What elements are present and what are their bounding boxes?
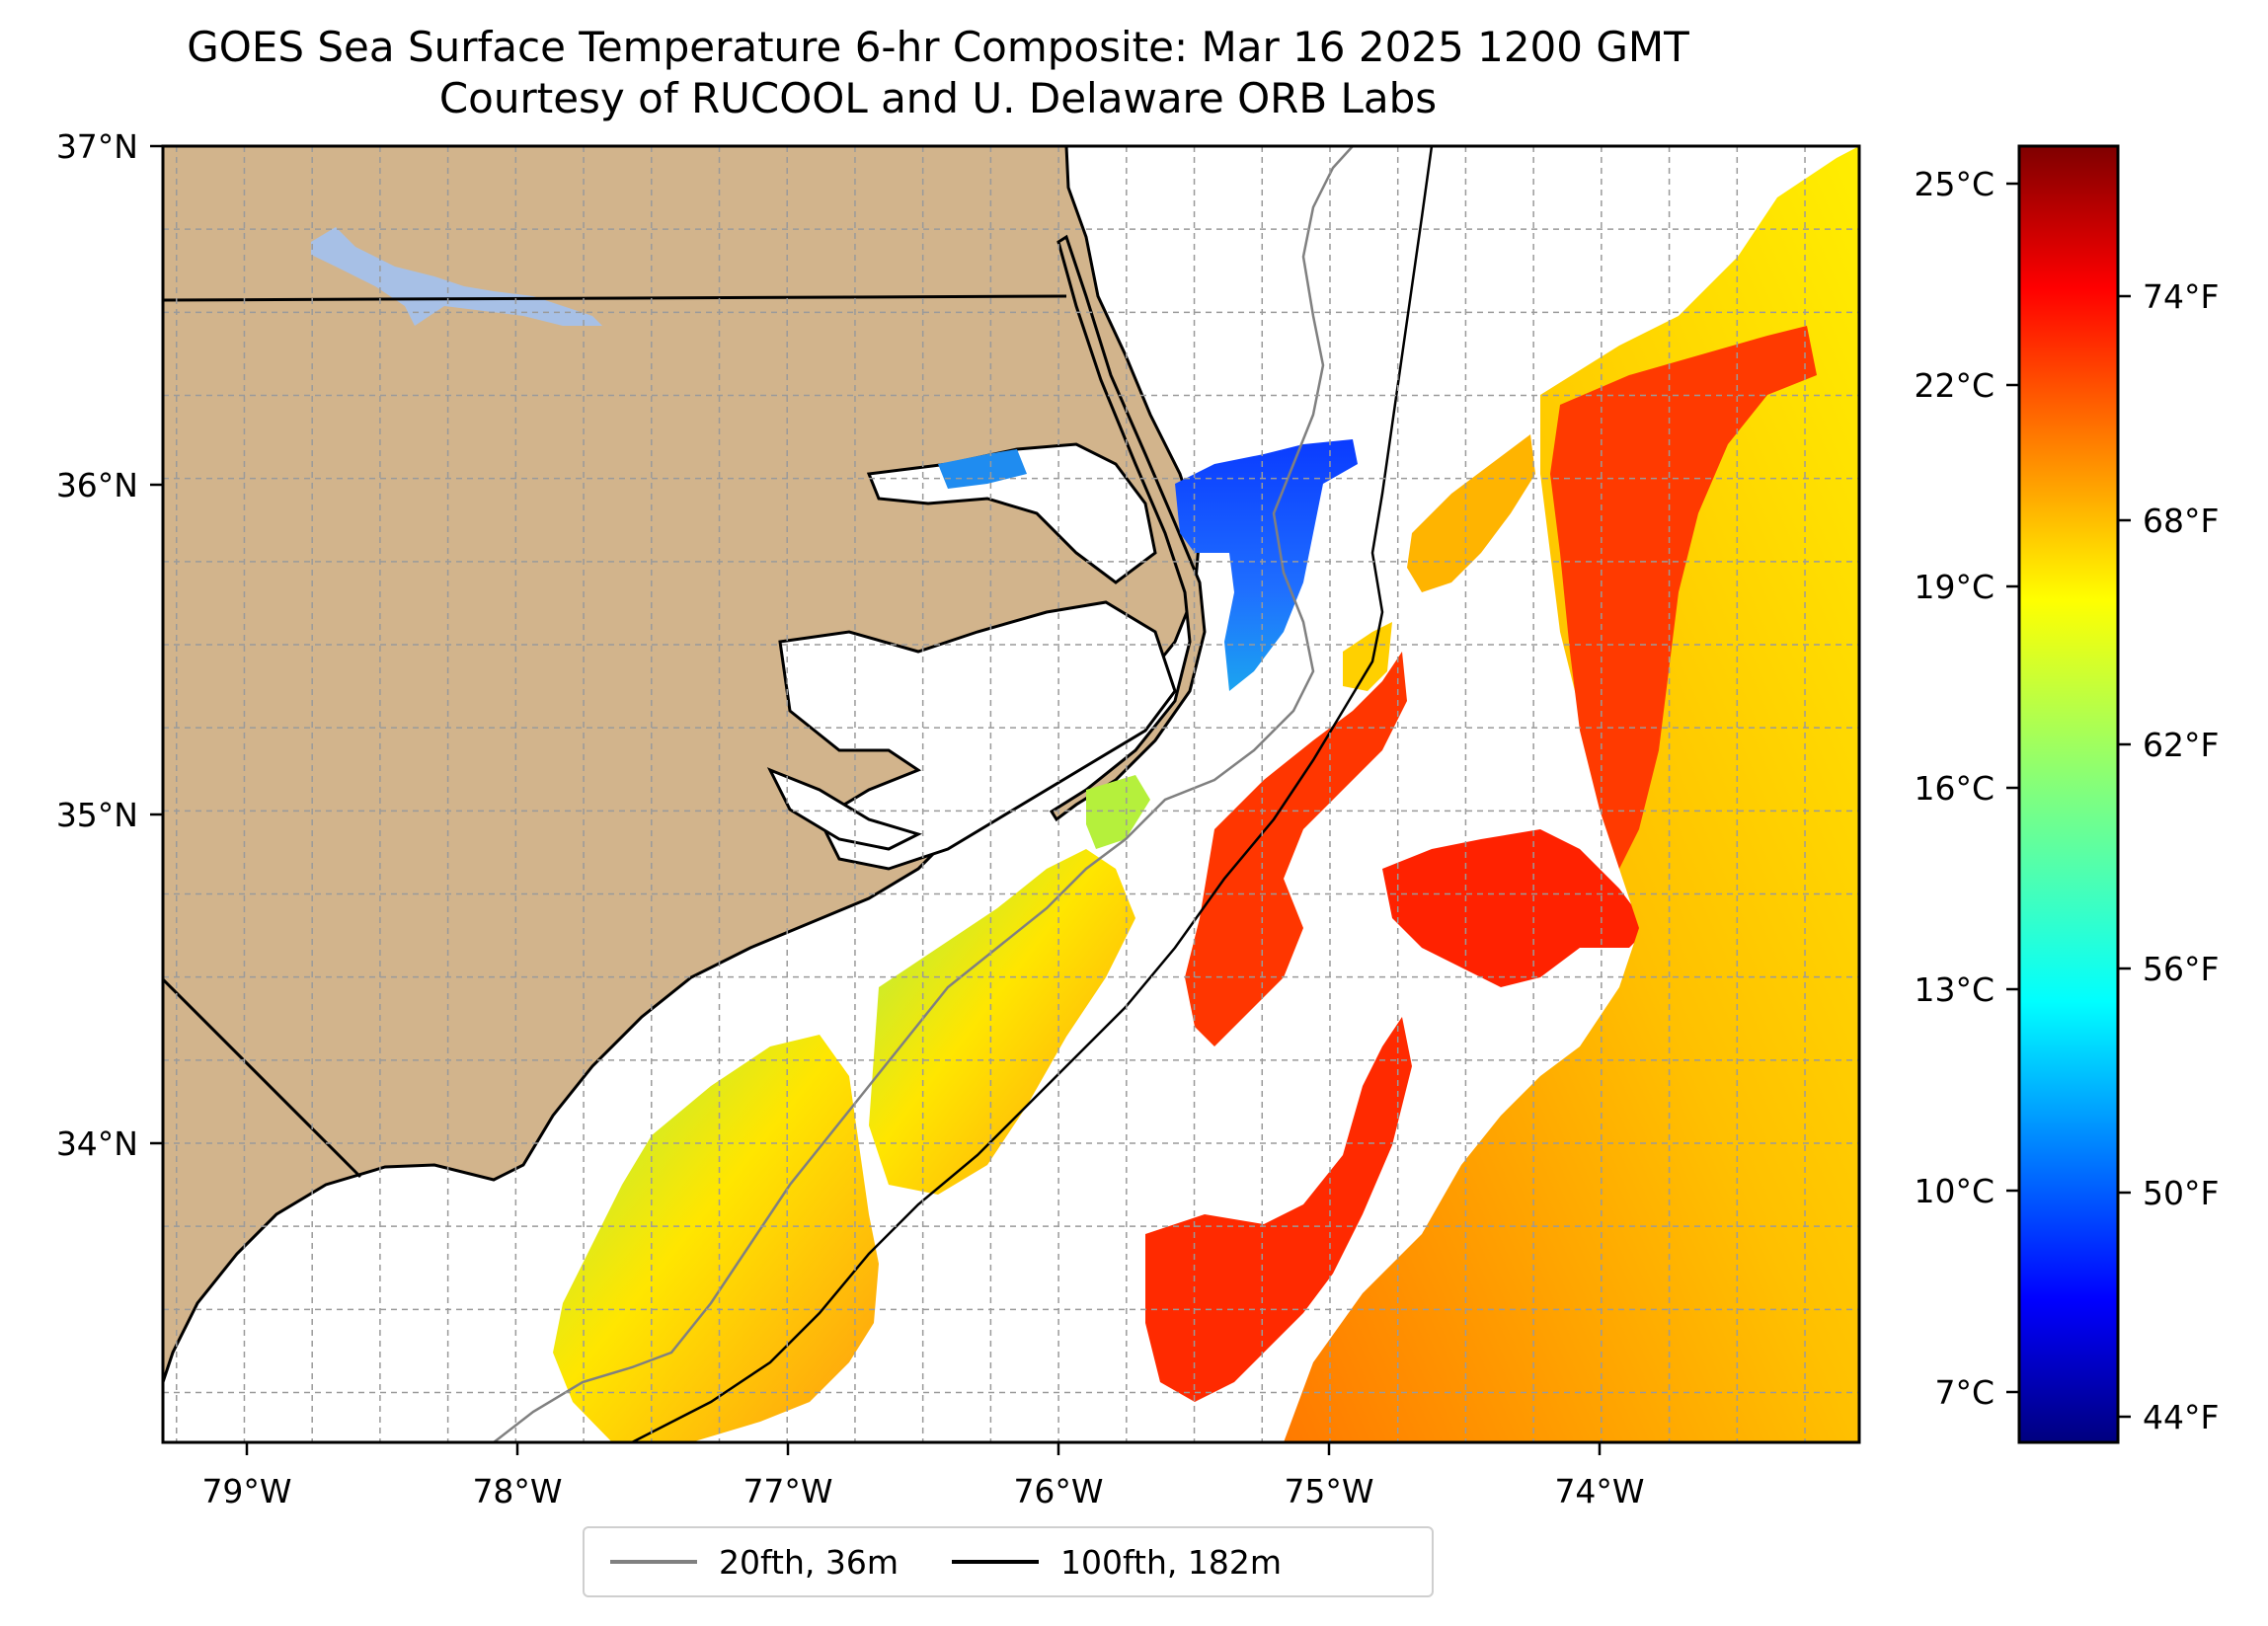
neuse-river (766, 767, 923, 851)
title-line-2: Courtesy of RUCOOL and U. Delaware ORB L… (438, 74, 1438, 122)
cb-c-19: 19°C (1914, 568, 1994, 606)
isobath-legend: 20fth, 36m 100fth, 182m (583, 1526, 1434, 1597)
cb-f-68: 68°F (2143, 502, 2219, 540)
lon-tick-75: 75°W (1284, 1472, 1373, 1510)
lat-tick-34: 34°N (56, 1124, 138, 1163)
lon-tick-79: 79°W (201, 1472, 291, 1510)
sst-shelf-north (1086, 775, 1150, 849)
legend-item-100fth: 100fth, 182m (952, 1543, 1282, 1582)
cb-c-25: 25°C (1914, 165, 1994, 203)
legend-line-100fth (952, 1560, 1039, 1564)
cb-f-44: 44°F (2143, 1398, 2219, 1436)
sst-cold-patch (1175, 439, 1358, 691)
state-border-va-nc (163, 294, 1067, 302)
cb-c-7: 7°C (1934, 1373, 1994, 1412)
cb-f-62: 62°F (2143, 726, 2219, 764)
legend-line-20fth (610, 1560, 697, 1564)
lat-tick-35: 35°N (56, 796, 138, 834)
cb-c-16: 16°C (1914, 769, 1994, 808)
lon-tick-74: 74°W (1554, 1472, 1644, 1510)
sst-shelf-warm (553, 1035, 879, 1442)
cb-f-56: 56°F (2143, 950, 2219, 988)
map-frame (161, 144, 1861, 1444)
isobath-100fth (631, 146, 1434, 1442)
outer-banks (1049, 234, 1207, 822)
colorbar-fahrenheit-ticks: 74°F 68°F 62°F 56°F 50°F 44°F (2118, 277, 2219, 1436)
lon-tick-77: 77°W (743, 1472, 832, 1510)
lon-tick-labels: 79°W 78°W 77°W 76°W 75°W 74°W (201, 1442, 1645, 1510)
lon-tick-78: 78°W (472, 1472, 562, 1510)
map-title: GOES Sea Surface Temperature 6-hr Compos… (0, 22, 1876, 124)
lat-tick-labels: 37°N 36°N 35°N 34°N (56, 127, 163, 1163)
sst-warm-eddy (1407, 434, 1535, 592)
sst-shelf-mid (869, 849, 1135, 1195)
cb-c-13: 13°C (1914, 970, 1994, 1009)
sst-yellow-strip (1343, 622, 1392, 691)
title-line-1: GOES Sea Surface Temperature 6-hr Compos… (187, 23, 1689, 71)
legend-label-100fth: 100fth, 182m (1060, 1542, 1282, 1582)
sst-offshore-red (1550, 326, 1817, 869)
lake (311, 227, 602, 326)
sst-gulf-stream-inner (1185, 652, 1407, 1046)
sst-gulf-stream-patch (1382, 829, 1649, 987)
albemarle-sound (866, 442, 1157, 584)
map-grid (163, 145, 1859, 1442)
cb-c-22: 22°C (1914, 366, 1994, 405)
cb-c-10: 10°C (1914, 1172, 1994, 1210)
cb-f-50: 50°F (2143, 1174, 2219, 1212)
isobath-20fth (493, 146, 1354, 1442)
colorbar-celsius-ticks: 25°C 22°C 19°C 16°C 13°C 10°C 7°C (1914, 165, 2019, 1412)
legend-label-20fth: 20fth, 36m (719, 1542, 899, 1582)
lon-tick-76: 76°W (1013, 1472, 1103, 1510)
pamlico-sound (778, 600, 1177, 871)
land-area (163, 146, 1202, 1383)
cb-f-74: 74°F (2143, 277, 2219, 316)
legend-item-20fth: 20fth, 36m (610, 1543, 899, 1582)
colorbar (2017, 144, 2120, 1444)
sst-gulf-stream-south (1145, 1017, 1412, 1402)
lat-tick-36: 36°N (56, 466, 138, 504)
lat-tick-37: 37°N (56, 127, 138, 166)
